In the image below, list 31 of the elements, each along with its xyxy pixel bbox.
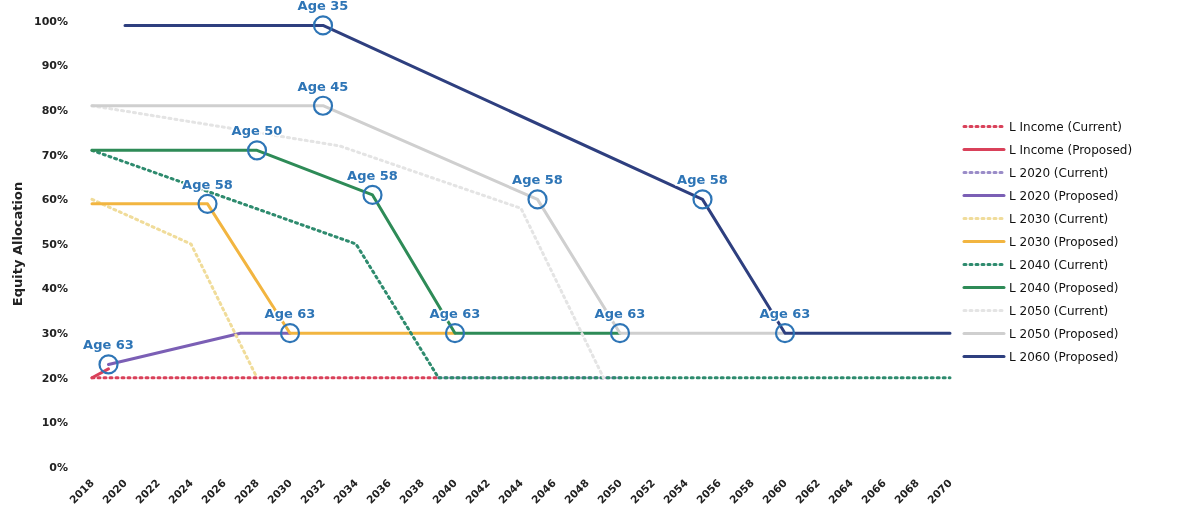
legend-label: L 2040 (Proposed) xyxy=(1009,280,1119,295)
y-tick-label: 0% xyxy=(49,460,68,474)
annotation: Age 58 xyxy=(512,172,563,188)
y-tick-label: 20% xyxy=(41,371,68,385)
legend-label: L 2020 (Current) xyxy=(1009,165,1109,180)
legend-label: L Income (Current) xyxy=(1009,119,1122,134)
y-tick-label: 60% xyxy=(41,193,68,207)
y-tick-label: 10% xyxy=(41,416,68,430)
annotation: Age 58 xyxy=(677,172,728,188)
y-tick-label: 70% xyxy=(41,148,68,162)
y-tick-label: 30% xyxy=(41,327,68,341)
legend-label: L Income (Proposed) xyxy=(1009,142,1133,157)
legend-label: L 2050 (Proposed) xyxy=(1009,326,1119,341)
legend-label: L 2030 (Current) xyxy=(1009,211,1109,226)
annotation: Age 63 xyxy=(594,306,646,322)
annotation: Age 50 xyxy=(231,123,283,139)
y-tick-label: 50% xyxy=(41,237,68,251)
legend-label: L 2040 (Current) xyxy=(1009,257,1109,272)
y-tick-label: 90% xyxy=(41,59,68,73)
legend-label: L 2050 (Current) xyxy=(1009,303,1109,318)
legend-label: L 2020 (Proposed) xyxy=(1009,188,1119,203)
annotation: Age 35 xyxy=(297,0,349,14)
annotation: Age 63 xyxy=(83,337,134,353)
y-tick-label: 80% xyxy=(41,104,68,118)
y-axis-title: Equity Allocation xyxy=(10,181,25,307)
legend-label: L 2030 (Proposed) xyxy=(1009,234,1119,249)
annotation: Age 45 xyxy=(297,78,349,94)
legend-label: L 2060 (Proposed) xyxy=(1009,349,1119,364)
y-tick-label: 100% xyxy=(34,14,68,28)
annotation: Age 58 xyxy=(347,167,398,183)
y-tick-label: 40% xyxy=(41,282,68,296)
